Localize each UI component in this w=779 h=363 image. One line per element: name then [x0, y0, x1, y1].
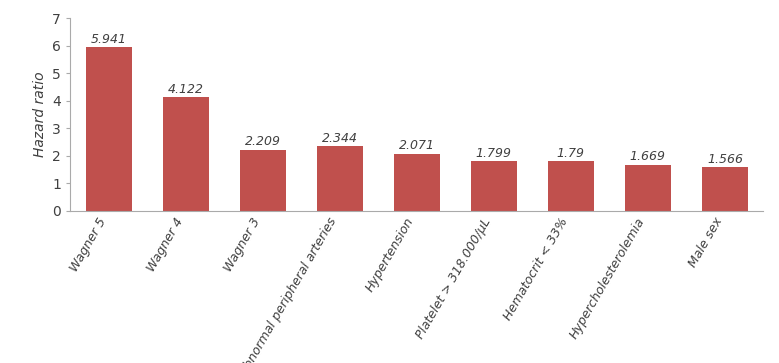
- Bar: [702, 167, 748, 211]
- Text: 1.669: 1.669: [630, 150, 666, 163]
- Bar: [163, 97, 209, 211]
- Bar: [471, 161, 517, 211]
- Bar: [548, 161, 594, 211]
- Bar: [240, 150, 286, 211]
- Text: 1.566: 1.566: [707, 153, 743, 166]
- Y-axis label: Hazard ratio: Hazard ratio: [33, 72, 47, 157]
- Text: 1.79: 1.79: [557, 147, 585, 160]
- Text: 2.344: 2.344: [322, 132, 358, 145]
- Bar: [316, 146, 363, 211]
- Text: 1.799: 1.799: [476, 147, 512, 160]
- Bar: [393, 154, 440, 211]
- Text: 2.209: 2.209: [245, 135, 280, 148]
- Bar: [86, 47, 132, 211]
- Text: 4.122: 4.122: [167, 83, 203, 96]
- Bar: [625, 165, 671, 211]
- Text: 2.071: 2.071: [399, 139, 435, 152]
- Text: 5.941: 5.941: [90, 33, 127, 46]
